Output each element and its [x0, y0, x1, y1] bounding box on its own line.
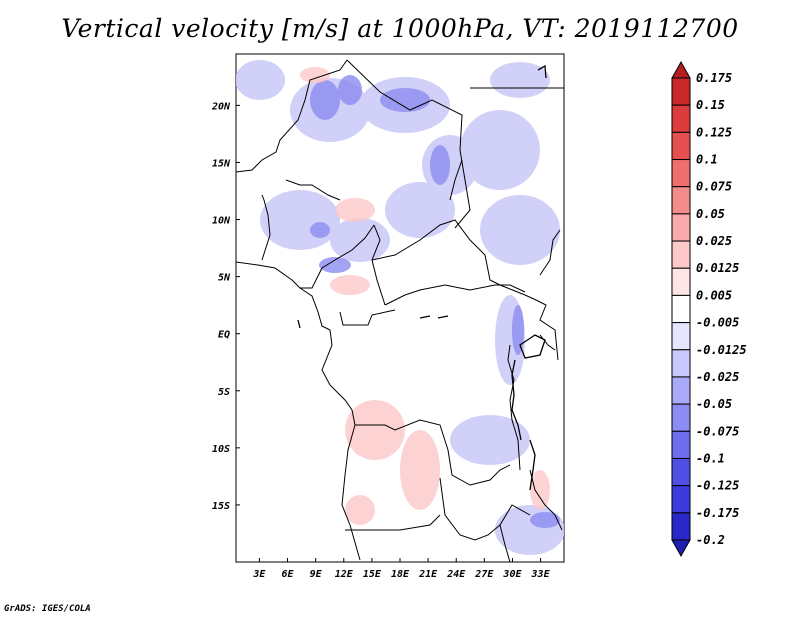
- colorbar-swatch: [671, 240, 691, 269]
- colorbar-swatch: [671, 322, 691, 351]
- colorbar-label: 0.125: [696, 125, 732, 139]
- colorbar-swatch: [671, 159, 691, 188]
- colorbar-swatch: [671, 457, 691, 487]
- lakes: [297, 64, 547, 491]
- colorbar-swatch: [671, 131, 691, 161]
- lon-tick-label: 33E: [531, 569, 551, 580]
- colorbar-swatch: [671, 376, 691, 405]
- lon-tick-label: 12E: [335, 569, 354, 580]
- colorbar-label: -0.05: [696, 397, 732, 411]
- lon-tick-label: 27E: [474, 569, 494, 580]
- colorbar-label: -0.125: [696, 479, 739, 493]
- colorbar-label: -0.1: [696, 451, 725, 465]
- colorbar-label: 0.0125: [696, 261, 739, 275]
- lon-tick-label: 18E: [391, 569, 410, 580]
- lon-tick-label: 3E: [252, 569, 266, 580]
- colorbar-swatch: [671, 294, 691, 324]
- colorbar-label: 0.1: [696, 153, 718, 167]
- country-boundaries: [236, 59, 564, 562]
- colorbar-label: 0.025: [696, 234, 732, 248]
- longitude-axis: 3E 6E 9E 12E 15E 18E 21E 24E 27E 30E 33E: [252, 558, 551, 580]
- colorbar-label: -0.005: [696, 316, 739, 330]
- lat-tick-label: EQ: [218, 330, 230, 341]
- colorbar-label: -0.0125: [696, 343, 747, 357]
- colorbar-swatch: [671, 349, 691, 378]
- colorbar-label: -0.025: [696, 370, 739, 384]
- lon-tick-label: 9E: [310, 569, 323, 580]
- lat-tick-label: 10N: [212, 216, 231, 227]
- velocity-field: [236, 60, 564, 555]
- colorbar-swatch: [671, 213, 691, 242]
- lat-tick-label: 15N: [212, 158, 231, 169]
- lat-tick-label: 5S: [218, 387, 230, 398]
- colorbar-label: 0.15: [696, 98, 725, 112]
- lon-tick-label: 6E: [282, 569, 295, 580]
- colorbar-swatch: [671, 104, 691, 133]
- colorbar-label: -0.2: [696, 533, 725, 547]
- colorbar-label: 0.05: [696, 207, 725, 221]
- colorbar-swatch: [671, 77, 691, 106]
- lat-tick-label: 20N: [211, 101, 231, 112]
- colorbar-swatch: [671, 186, 691, 215]
- colorbar-label: -0.075: [696, 424, 739, 438]
- chart-title: Vertical velocity [m/s] at 1000hPa, VT: …: [61, 14, 739, 43]
- colorbar-label: 0.175: [696, 71, 732, 85]
- colorbar-swatch: [671, 403, 691, 432]
- colorbar-swatch: [671, 539, 691, 558]
- lat-tick-label: 15S: [212, 501, 230, 512]
- lon-tick-label: 21E: [418, 569, 438, 580]
- lat-tick-label: 10S: [212, 444, 230, 455]
- colorbar-label: 0.075: [696, 180, 732, 194]
- colorbar-swatch: [671, 60, 691, 79]
- latitude-axis: 20N 15N 10N 5N EQ 5S 10S 15S: [211, 101, 240, 512]
- colorbar-swatch: [671, 430, 691, 459]
- colorbar-label: 0.005: [696, 288, 732, 302]
- lon-tick-label: 24E: [446, 569, 466, 580]
- colorbar-swatch: [671, 485, 691, 514]
- lon-tick-label: 15E: [363, 569, 382, 580]
- colorbar-swatch: [671, 512, 691, 541]
- lat-tick-label: 5N: [218, 273, 231, 284]
- colorbar-labels: 0.175 0.15 0.125 0.1 0.075 0.05 0.025 0.0125 0.0…: [696, 71, 747, 547]
- credit-label: GrADS: IGES/COLA: [4, 604, 91, 614]
- colorbar-swatch: [671, 267, 691, 296]
- lon-tick-label: 30E: [502, 569, 522, 580]
- colorbar-label: -0.175: [696, 506, 739, 520]
- colorbar: [671, 60, 691, 558]
